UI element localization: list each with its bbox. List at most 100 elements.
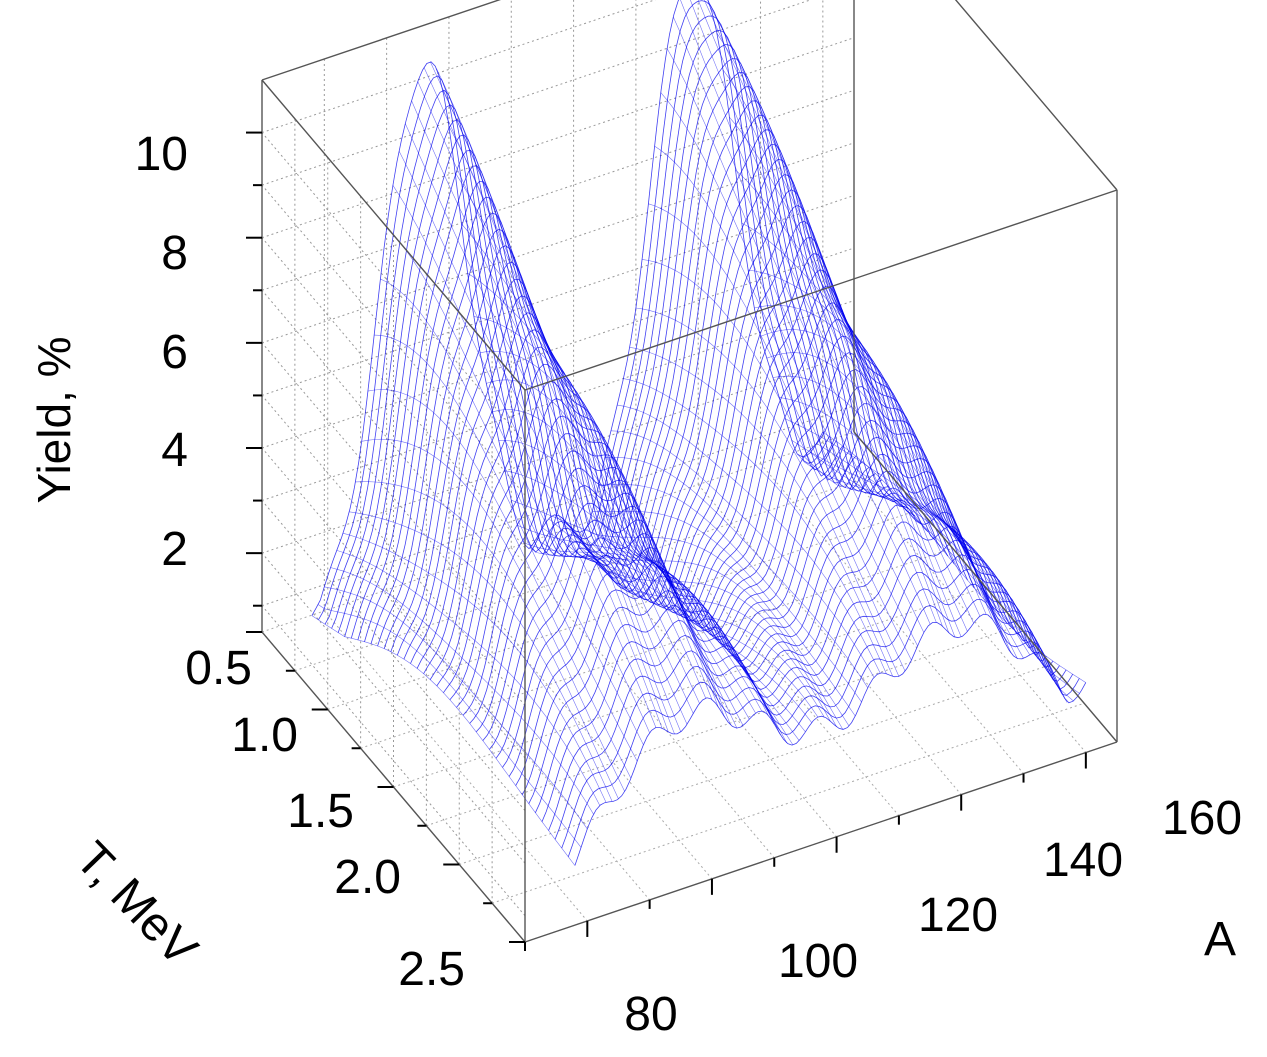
mesh-line [604, 457, 868, 688]
grid-line [459, 664, 1052, 865]
mesh-line [629, 347, 893, 677]
box-edge [261, 0, 501, 81]
mesh-line [336, 550, 601, 806]
mesh-line [403, 189, 916, 660]
mesh-line [729, 117, 993, 620]
mesh-line [735, 169, 999, 630]
mesh-line [430, 61, 694, 714]
a-tick-label: 100 [778, 935, 858, 988]
grid-line [261, 142, 855, 344]
mesh-line [810, 452, 1074, 702]
mesh-line [536, 538, 800, 741]
mesh-line [324, 586, 588, 830]
mesh-line [822, 431, 1086, 683]
mesh-line [456, 319, 968, 708]
box-edge [524, 189, 1118, 391]
grid-line [491, 702, 1085, 904]
mesh-line [374, 334, 638, 762]
mesh-line [610, 430, 875, 678]
mesh-line [592, 511, 856, 717]
mesh-line [673, 16, 937, 623]
grid-line [327, 509, 920, 710]
mesh-line [380, 278, 644, 745]
mesh-line [523, 542, 787, 743]
mesh-line [436, 68, 700, 704]
mesh-line [330, 567, 594, 815]
z-tick-label: 4 [161, 424, 188, 477]
t-tick-label: 2.0 [334, 851, 401, 904]
t-tick-label: 1.5 [287, 785, 354, 838]
a-tick-label: 80 [624, 988, 677, 1041]
mesh-line [461, 223, 725, 717]
grid-line [360, 547, 953, 749]
mesh-line [498, 440, 763, 712]
mesh-line [567, 523, 831, 722]
mesh-line [635, 307, 900, 677]
mesh-line [690, 0, 949, 633]
t-tick-label: 2.5 [398, 943, 465, 996]
t-tick-label: 1.0 [231, 709, 298, 762]
grid-line [261, 0, 812, 186]
grid-line [261, 37, 855, 239]
grid-line [393, 586, 986, 788]
mesh-line [454, 172, 719, 707]
box-edges [261, 0, 1118, 943]
mesh-line [361, 438, 625, 792]
z-tick-label: 8 [161, 227, 188, 280]
t-tick-label: 0.5 [185, 642, 252, 695]
mesh-line [598, 484, 862, 703]
mesh-line [573, 529, 837, 727]
mesh-line [342, 532, 607, 803]
mesh-line [411, 100, 675, 735]
grid-line [261, 405, 855, 607]
mesh-line [515, 470, 1027, 786]
mesh-line [311, 615, 576, 866]
mesh-line [697, 0, 956, 638]
grid-line [294, 470, 888, 672]
mesh-line [560, 516, 825, 717]
mesh-line [772, 375, 1037, 653]
z-axis-label: Yield, % [28, 336, 80, 503]
mesh-line [492, 409, 756, 714]
mesh-line [779, 397, 1043, 655]
mesh-line [648, 203, 912, 661]
mesh-line [480, 350, 744, 726]
mesh-line [766, 352, 1031, 656]
mesh-line [486, 379, 750, 720]
mesh-line [495, 419, 1008, 759]
box-edge [524, 741, 1118, 943]
mesh-line [542, 527, 806, 732]
mesh-line [377, 129, 889, 647]
z-tick-label: 6 [161, 326, 188, 379]
mesh-line [707, 0, 968, 632]
a-tick-label: 120 [918, 889, 998, 942]
back-grid [261, 0, 1118, 943]
box-edge [954, 0, 1118, 191]
mesh-line [680, 0, 943, 627]
mesh-line [654, 145, 918, 647]
mesh-line [554, 568, 1067, 840]
grid-line [261, 247, 855, 449]
box-edge [853, 431, 1118, 743]
mesh-line [748, 269, 1012, 654]
mesh-line [529, 547, 794, 746]
mesh-line [585, 528, 850, 727]
grid-line [261, 0, 656, 134]
mesh-line [623, 378, 887, 674]
mesh-line [741, 222, 1006, 643]
mesh-line [467, 272, 731, 726]
mesh-line [760, 329, 1024, 659]
grid-line [261, 194, 855, 396]
grid-line [261, 89, 855, 291]
mesh-line [548, 518, 812, 723]
mesh-line [504, 470, 769, 716]
mesh-line [666, 48, 931, 625]
mesh-line [405, 123, 669, 733]
z-tick-label: 2 [161, 523, 188, 576]
t-axis-label: T, MeV [65, 832, 207, 976]
box-edge [261, 79, 526, 391]
mesh-line [816, 442, 1080, 694]
mesh-line [785, 418, 1049, 663]
mesh-line [660, 92, 925, 633]
